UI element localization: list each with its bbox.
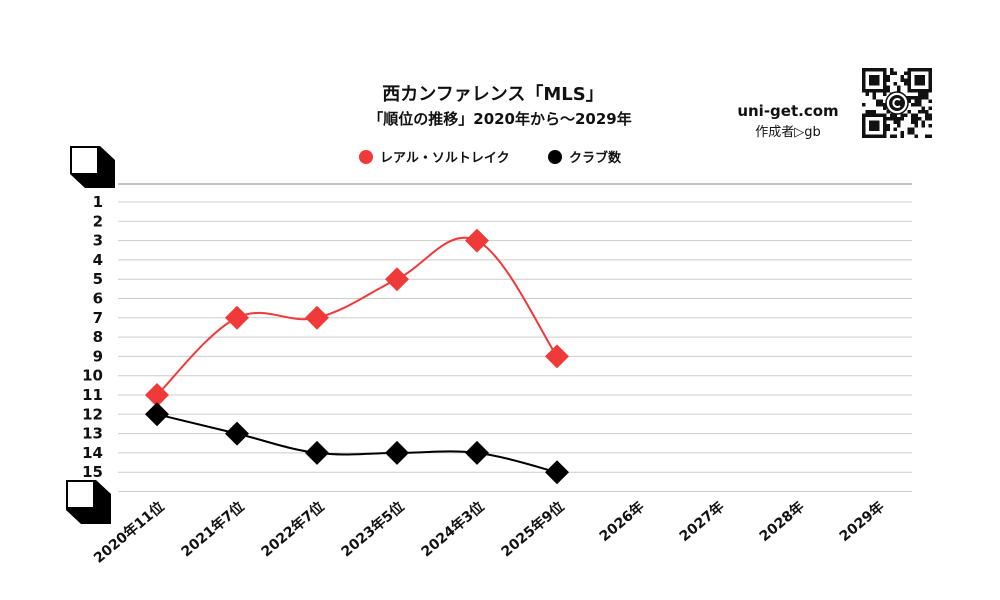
series-2-point xyxy=(465,440,489,465)
series-2-point xyxy=(305,440,329,465)
x-tick-label: 2023年5位 xyxy=(338,498,408,560)
series-2-point xyxy=(145,402,169,427)
corner-block-top-icon xyxy=(70,146,115,188)
y-tick-label: 12 xyxy=(82,405,103,423)
y-tick-label: 10 xyxy=(82,367,103,385)
y-tick-label: 2 xyxy=(93,212,103,230)
y-tick-label: 8 xyxy=(93,328,103,346)
series-2-point xyxy=(545,460,569,485)
author-label: 作成者▷gb xyxy=(755,125,821,140)
series-1-point xyxy=(385,267,409,292)
corner-block-bottom-icon xyxy=(66,480,111,524)
x-tick-label: 2025年9位 xyxy=(498,498,568,560)
y-tick-label: 11 xyxy=(82,386,103,404)
x-tick-label: 2028年 xyxy=(756,498,808,545)
legend-marker-series-2 xyxy=(548,150,562,164)
series-1-point xyxy=(305,305,329,330)
y-tick-label: 9 xyxy=(93,347,103,365)
series-line-2 xyxy=(156,413,558,474)
chart-title: 西カンファレンス「MLS」 xyxy=(382,83,603,105)
y-tick-label: 4 xyxy=(93,251,103,269)
y-tick-label: 13 xyxy=(82,425,103,443)
x-tick-label: 2026年 xyxy=(596,498,648,545)
series-1-point xyxy=(545,344,569,369)
y-tick-label: 14 xyxy=(82,444,103,462)
y-tick-label: 1 xyxy=(93,193,103,211)
series-2-point xyxy=(225,421,249,446)
legend-label-series-2: クラブ数 xyxy=(569,150,622,166)
y-tick-label: 5 xyxy=(93,270,103,288)
legend-label-series-1: レアル・ソルトレイク xyxy=(380,151,510,166)
x-tick-label: 2024年3位 xyxy=(418,498,488,560)
qr-code-icon xyxy=(861,67,933,139)
chart-subtitle: 「順位の推移」2020年から～2029年 xyxy=(368,110,632,128)
series-1-point xyxy=(145,383,169,407)
site-name: uni-get.com xyxy=(737,102,838,120)
y-tick-label: 15 xyxy=(82,463,103,481)
x-tick-label: 2021年7位 xyxy=(178,498,248,560)
series-1-point xyxy=(465,228,489,253)
legend-marker-series-1 xyxy=(359,150,373,164)
series-2-point xyxy=(385,440,409,465)
y-tick-label: 3 xyxy=(93,232,103,250)
series-line-1 xyxy=(156,236,558,396)
y-tick-label: 6 xyxy=(93,290,103,308)
y-tick-label: 7 xyxy=(93,309,103,327)
legend: レアル・ソルトレイク クラブ数 xyxy=(359,150,622,166)
x-tick-label: 2027年 xyxy=(676,498,728,545)
series-1-point xyxy=(225,305,249,330)
x-tick-label: 2029年 xyxy=(836,498,888,545)
x-tick-label: 2022年7位 xyxy=(258,498,328,560)
